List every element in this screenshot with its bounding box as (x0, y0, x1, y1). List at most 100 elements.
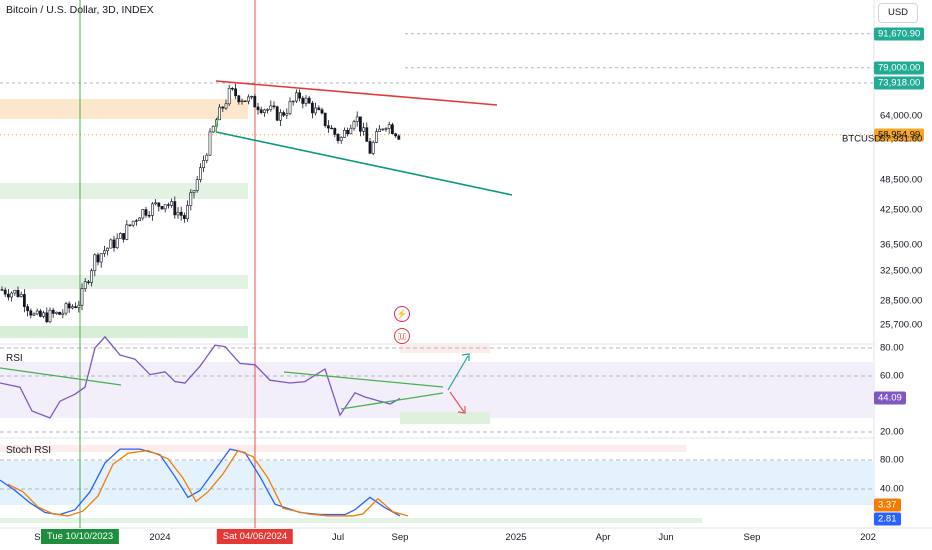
candle-body (103, 250, 106, 254)
candle-body (77, 304, 81, 308)
candle-body (10, 292, 14, 298)
candle-body (154, 202, 158, 205)
candle-body (128, 224, 132, 226)
stoch-axis-label: 40.00 (880, 483, 904, 495)
candle-body (371, 142, 375, 154)
candle-body (374, 131, 378, 143)
candle-body (365, 127, 369, 142)
candle-body (138, 217, 142, 221)
candle-body (64, 303, 68, 314)
bullish-arrow-head (461, 353, 470, 361)
candle-body (35, 310, 39, 315)
price-tag: 73,918.00 (874, 76, 925, 90)
candle-body (275, 106, 279, 121)
stoch-value-tag: 2.81 (874, 512, 901, 526)
stoch-oversold-zone (0, 518, 702, 523)
candle-body (80, 288, 84, 306)
candle-body (323, 112, 327, 126)
candle-body (237, 95, 241, 103)
rsi-axis-label: 20.00 (880, 426, 904, 438)
candle-body (352, 121, 356, 129)
candle-body (87, 281, 90, 283)
candle-body (90, 270, 94, 283)
candle-body (122, 233, 126, 240)
time-axis-label: Apr (595, 532, 611, 543)
candle-body (298, 92, 302, 99)
time-axis-label: 202 (860, 532, 876, 543)
candle-body (307, 97, 311, 104)
candle-body (253, 95, 257, 108)
symbol-label: BTCUSD (842, 133, 882, 145)
chart-title: Bitcoin / U.S. Dollar, 3D, INDEX (6, 4, 154, 16)
candle-body (346, 129, 350, 135)
supply-zone (0, 99, 248, 119)
demand-zone (0, 275, 248, 289)
stoch-band (0, 461, 874, 505)
candle-body (211, 125, 215, 133)
candle-body (384, 128, 388, 130)
bullish-arrow (447, 355, 469, 391)
candle-body (285, 113, 289, 116)
target-zone (400, 412, 490, 424)
price-axis-label: 42,500.00 (880, 204, 923, 216)
candle-body (330, 127, 334, 130)
price-axis-label: 48,500.00 (880, 174, 923, 186)
candle-body (51, 309, 55, 314)
price-axis-label: 64,000.00 (880, 110, 923, 122)
symbol-price-label: 57,931.60 (880, 133, 923, 145)
flash-icon[interactable]: ⚡ (394, 306, 410, 322)
rsi-trendline (0, 367, 122, 386)
candle-body (109, 239, 113, 249)
candle-body (250, 95, 254, 98)
candle-body (358, 116, 362, 132)
price-axis-label: 25,700.00 (880, 319, 923, 331)
candle-body (247, 96, 250, 102)
candle-body (304, 97, 308, 104)
candle-body (224, 103, 228, 109)
candle-body (378, 128, 382, 132)
candle-body (163, 204, 167, 210)
candle-body (208, 131, 212, 156)
candle-body (48, 309, 52, 323)
candle-body (294, 92, 298, 102)
price-axis-label: 32,500.00 (880, 265, 923, 277)
stoch-axis-label: 80.00 (880, 454, 904, 466)
candle-body (339, 137, 343, 141)
rsi-trendline (283, 371, 444, 388)
time-tag: Sat 04/06/2024 (216, 529, 294, 544)
candle-body (282, 112, 286, 116)
candle-body (240, 100, 244, 103)
time-axis-label: Sep (391, 532, 409, 543)
candle-body (16, 289, 20, 297)
candle-body (288, 101, 292, 114)
candle-body (272, 105, 276, 108)
candle-body (173, 201, 177, 216)
candle-body (278, 112, 282, 121)
candle-body (221, 106, 225, 109)
demand-zone (0, 183, 248, 199)
candle-body (22, 294, 26, 307)
candle-body (71, 306, 74, 309)
time-axis-label: Sep (743, 532, 761, 543)
candle-body (266, 109, 270, 111)
bearish-arrow (449, 391, 465, 413)
support-trendline (215, 131, 513, 196)
currency-button[interactable]: USD (878, 3, 918, 23)
candle-body (144, 209, 148, 216)
candle-body (256, 106, 260, 111)
demand-zone (0, 326, 248, 338)
price-tag: 91,670.90 (874, 27, 925, 41)
rsi-trendline (340, 392, 444, 410)
candle-body (106, 247, 110, 252)
price-axis-label: 28,500.00 (880, 295, 923, 307)
candle-body (32, 313, 36, 316)
time-tag: Tue 10/10/2023 (40, 529, 120, 544)
us-flag-icon[interactable]: 🇺 (394, 328, 410, 344)
time-axis-label: Se (34, 532, 46, 543)
candle-body (61, 312, 65, 315)
candle-body (176, 211, 180, 216)
candle-body (45, 312, 49, 323)
stoch-k-line (0, 448, 401, 517)
candle-body (349, 127, 353, 135)
